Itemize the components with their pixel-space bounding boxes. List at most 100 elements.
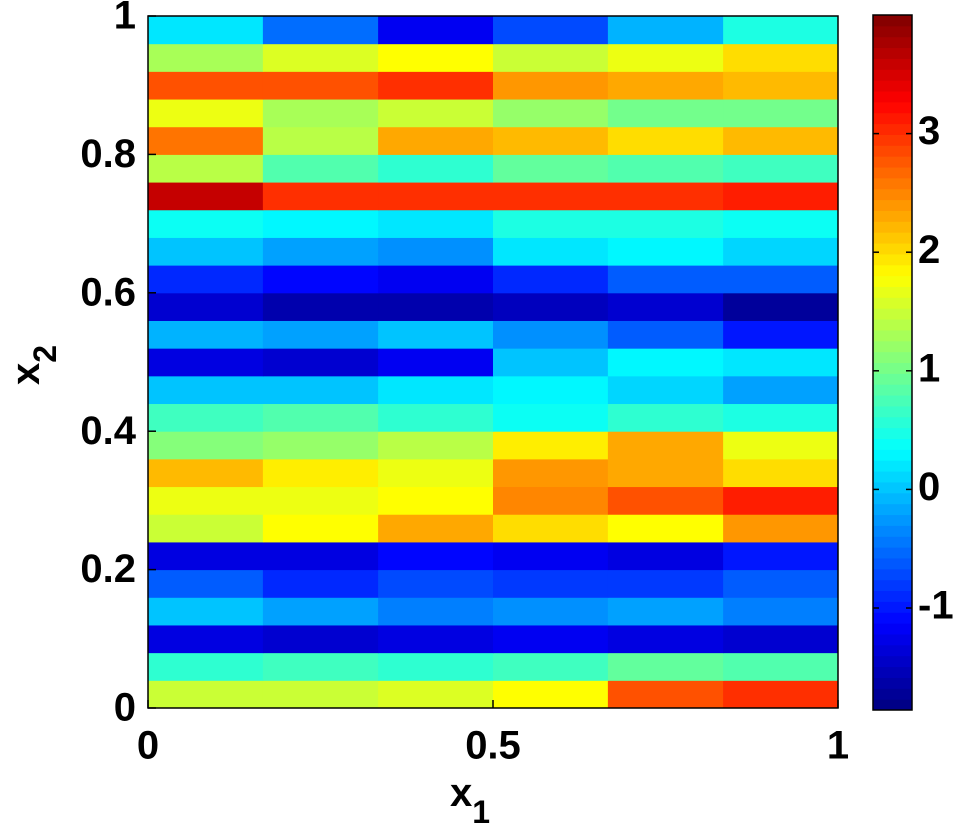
heatmap-cell [378,569,494,598]
heatmap-cell [607,237,724,266]
heatmap-cell [723,265,839,294]
heatmap-cell [493,403,609,432]
heatmap-cell [378,43,494,72]
heatmap-cell [262,348,379,377]
heatmap-cell [723,375,839,405]
colorbar-swatch [873,503,912,516]
colorbar-swatch [873,25,912,38]
colorbar-swatch [873,438,912,450]
x-axis-label: x1 [450,771,490,831]
heatmap-cell [262,458,379,488]
heatmap-cell [493,597,609,626]
colorbar-swatch [873,590,912,602]
colorbar-swatch [873,156,912,168]
heatmap-cell [723,320,839,349]
colorbar-swatch [873,243,912,255]
heatmap-cell [493,71,609,100]
heatmap-cell [378,514,494,543]
heatmap-cell [262,292,379,321]
heatmap-cell [378,652,494,681]
heatmap-cell [723,99,839,128]
colorbar-swatch [873,536,912,548]
heatmap-cell [262,541,379,571]
y-tick-label: 0.2 [80,547,136,591]
colorbar-tick-label: -1 [918,584,954,628]
colorbar-swatch [873,91,912,103]
colorbar-swatch [873,329,912,342]
heatmap-cell [723,680,839,709]
heatmap-cell [723,292,839,321]
colorbar-swatch [873,405,912,418]
heatmap-cell [378,624,494,654]
heatmap-cell [148,99,264,128]
colorbar-swatch [873,264,912,277]
heatmap-cell [148,292,264,321]
heatmap-cell [378,320,494,349]
heatmap-cell [493,99,609,128]
y-tick-label: 0.4 [80,409,136,453]
colorbar-swatch [873,557,912,570]
colorbar-swatch [873,297,912,309]
heatmap-cell [148,237,264,266]
heatmap [148,16,839,709]
heatmap-cell [723,16,839,45]
y-label-sub: 2 [27,345,63,363]
heatmap-cell [378,486,494,515]
y-tick-label: 0.8 [80,132,136,176]
heatmap-cell [148,431,264,460]
heatmap-cell [262,154,379,183]
colorbar-swatch [873,699,912,711]
heatmap-cell [723,514,839,543]
colorbar-swatch [873,58,912,70]
colorbar-swatch [873,460,912,472]
heatmap-cell [607,680,724,709]
heatmap-cell [148,514,264,543]
heatmap-cell [493,514,609,543]
heatmap-cell [723,209,839,238]
colorbar-swatch [873,177,912,190]
heatmap-cell [607,209,724,238]
heatmap-cell [262,126,379,155]
colorbar-tick-label: 0 [918,465,940,509]
colorbar-tick-label: 1 [918,346,940,390]
heatmap-cell [148,652,264,681]
heatmap-cell [493,237,609,266]
heatmap-cell [493,375,609,405]
heatmap-cell [262,431,379,460]
heatmap-cell [723,652,839,681]
heatmap-cell [148,265,264,294]
heatmap-cell [493,458,609,488]
y-tick-label: 0 [114,686,136,730]
heatmap-cell [607,375,724,405]
colorbar-swatch [873,112,912,125]
heatmap-cell [607,597,724,626]
heatmap-cell [493,209,609,238]
heatmap-cell [262,43,379,72]
heatmap-cell [723,431,839,460]
heatmap-cell [148,348,264,377]
colorbar-frame [872,14,913,711]
heatmap-cell [607,99,724,128]
y-tick-label: 0.6 [80,270,136,314]
heatmap-cell [723,486,839,515]
heatmap-cell [723,458,839,488]
heatmap-cell [607,431,724,460]
heatmap-cell [262,486,379,515]
heatmap-cell [607,182,724,211]
heatmap-cell [148,486,264,515]
y-label-text: x [4,363,48,385]
heatmap-cell [493,154,609,183]
colorbar-swatch [873,579,912,592]
heatmap-cell [148,680,264,709]
heatmap-cell [607,403,724,432]
heatmap-cell [378,209,494,238]
heatmap-cell [148,458,264,488]
heatmap-cell [262,71,379,100]
colorbar-swatch [873,123,912,135]
heatmap-cell [493,43,609,72]
colorbar-swatch [873,633,912,646]
colorbar-swatch [873,134,912,146]
heatmap-cell [262,182,379,211]
colorbar-swatch [873,221,912,233]
colorbar-swatch [873,427,912,440]
